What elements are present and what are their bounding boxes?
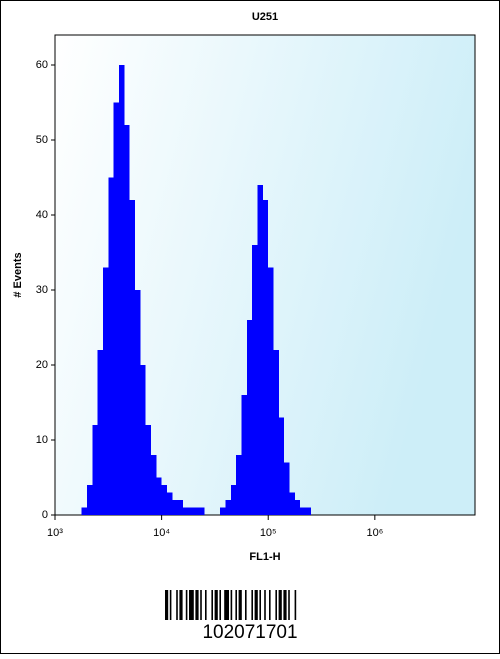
x-tick-label: 10⁴ [153,527,170,539]
bar [252,245,258,515]
bar [257,185,263,515]
bar [198,507,205,515]
barcode-bar [254,590,258,620]
bar [241,395,247,515]
barcode-bar [169,590,172,620]
bar [182,507,189,515]
bar [305,507,311,515]
barcode-bar [251,590,253,620]
barcode-bar [185,590,188,620]
barcode-bar [219,590,221,620]
bar [140,365,146,515]
x-tick-label: 10⁵ [260,527,277,539]
bar [129,200,135,515]
bar [92,425,98,515]
barcode-bar [211,590,213,620]
barcode-bar [235,590,237,620]
bar [289,492,295,515]
y-tick-label: 50 [36,134,48,146]
bar [134,290,141,515]
barcode-number: 102071701 [202,622,297,643]
barcode-bar [238,590,242,620]
bar [145,425,151,515]
x-axis-label: FL1-H [249,551,280,563]
bar [113,102,119,515]
bar [225,500,231,515]
bar [118,65,125,515]
barcode-bar [294,590,297,620]
barcode-bar [259,590,261,620]
bar [273,350,279,515]
bar [268,267,274,515]
bar [294,500,301,515]
barcode-bar [165,590,169,620]
barcode-bar [200,590,202,620]
chart-title: U251 [252,11,278,23]
barcode-bar [205,590,207,620]
barcode-bar [195,590,199,620]
bar [150,455,157,515]
bar [284,462,290,515]
bar [161,485,167,515]
x-tick-label: 10³ [47,527,63,539]
y-tick-label: 10 [36,434,48,446]
bar [156,477,162,515]
bar [172,500,178,515]
barcode-bar [230,590,233,620]
bar [236,455,242,515]
bar [102,267,109,515]
bar [108,177,114,515]
bar [81,507,87,515]
bar [97,350,103,515]
barcode-bar [288,590,290,620]
barcode-bar [278,590,282,620]
bar [86,485,93,515]
barcode-bar [176,590,178,620]
barcode-bar [179,590,183,620]
bar [300,507,306,515]
barcode-bar [245,590,247,620]
y-tick-label: 30 [36,284,48,296]
y-tick-label: 20 [36,359,48,371]
barcode [165,590,297,620]
y-axis-label: # Events [12,252,24,297]
barcode-bar [275,590,277,620]
bar [230,485,237,515]
barcode-bar [264,590,266,620]
bar [262,200,269,515]
x-tick-label: 10⁶ [366,527,383,539]
bar [124,125,130,515]
bar [246,320,253,515]
bar [177,500,183,515]
barcode-bar [189,590,194,620]
bar [220,507,226,515]
bar [188,507,194,515]
bar [278,417,285,515]
y-tick-label: 60 [36,59,48,71]
barcode-bar [214,590,218,620]
bar [166,492,173,515]
barcode-bar [224,590,229,620]
bar [193,507,199,515]
barcode-bar [269,590,271,620]
y-tick-label: 40 [36,209,48,221]
barcode-bar [283,590,287,620]
y-tick-label: 0 [42,509,48,521]
